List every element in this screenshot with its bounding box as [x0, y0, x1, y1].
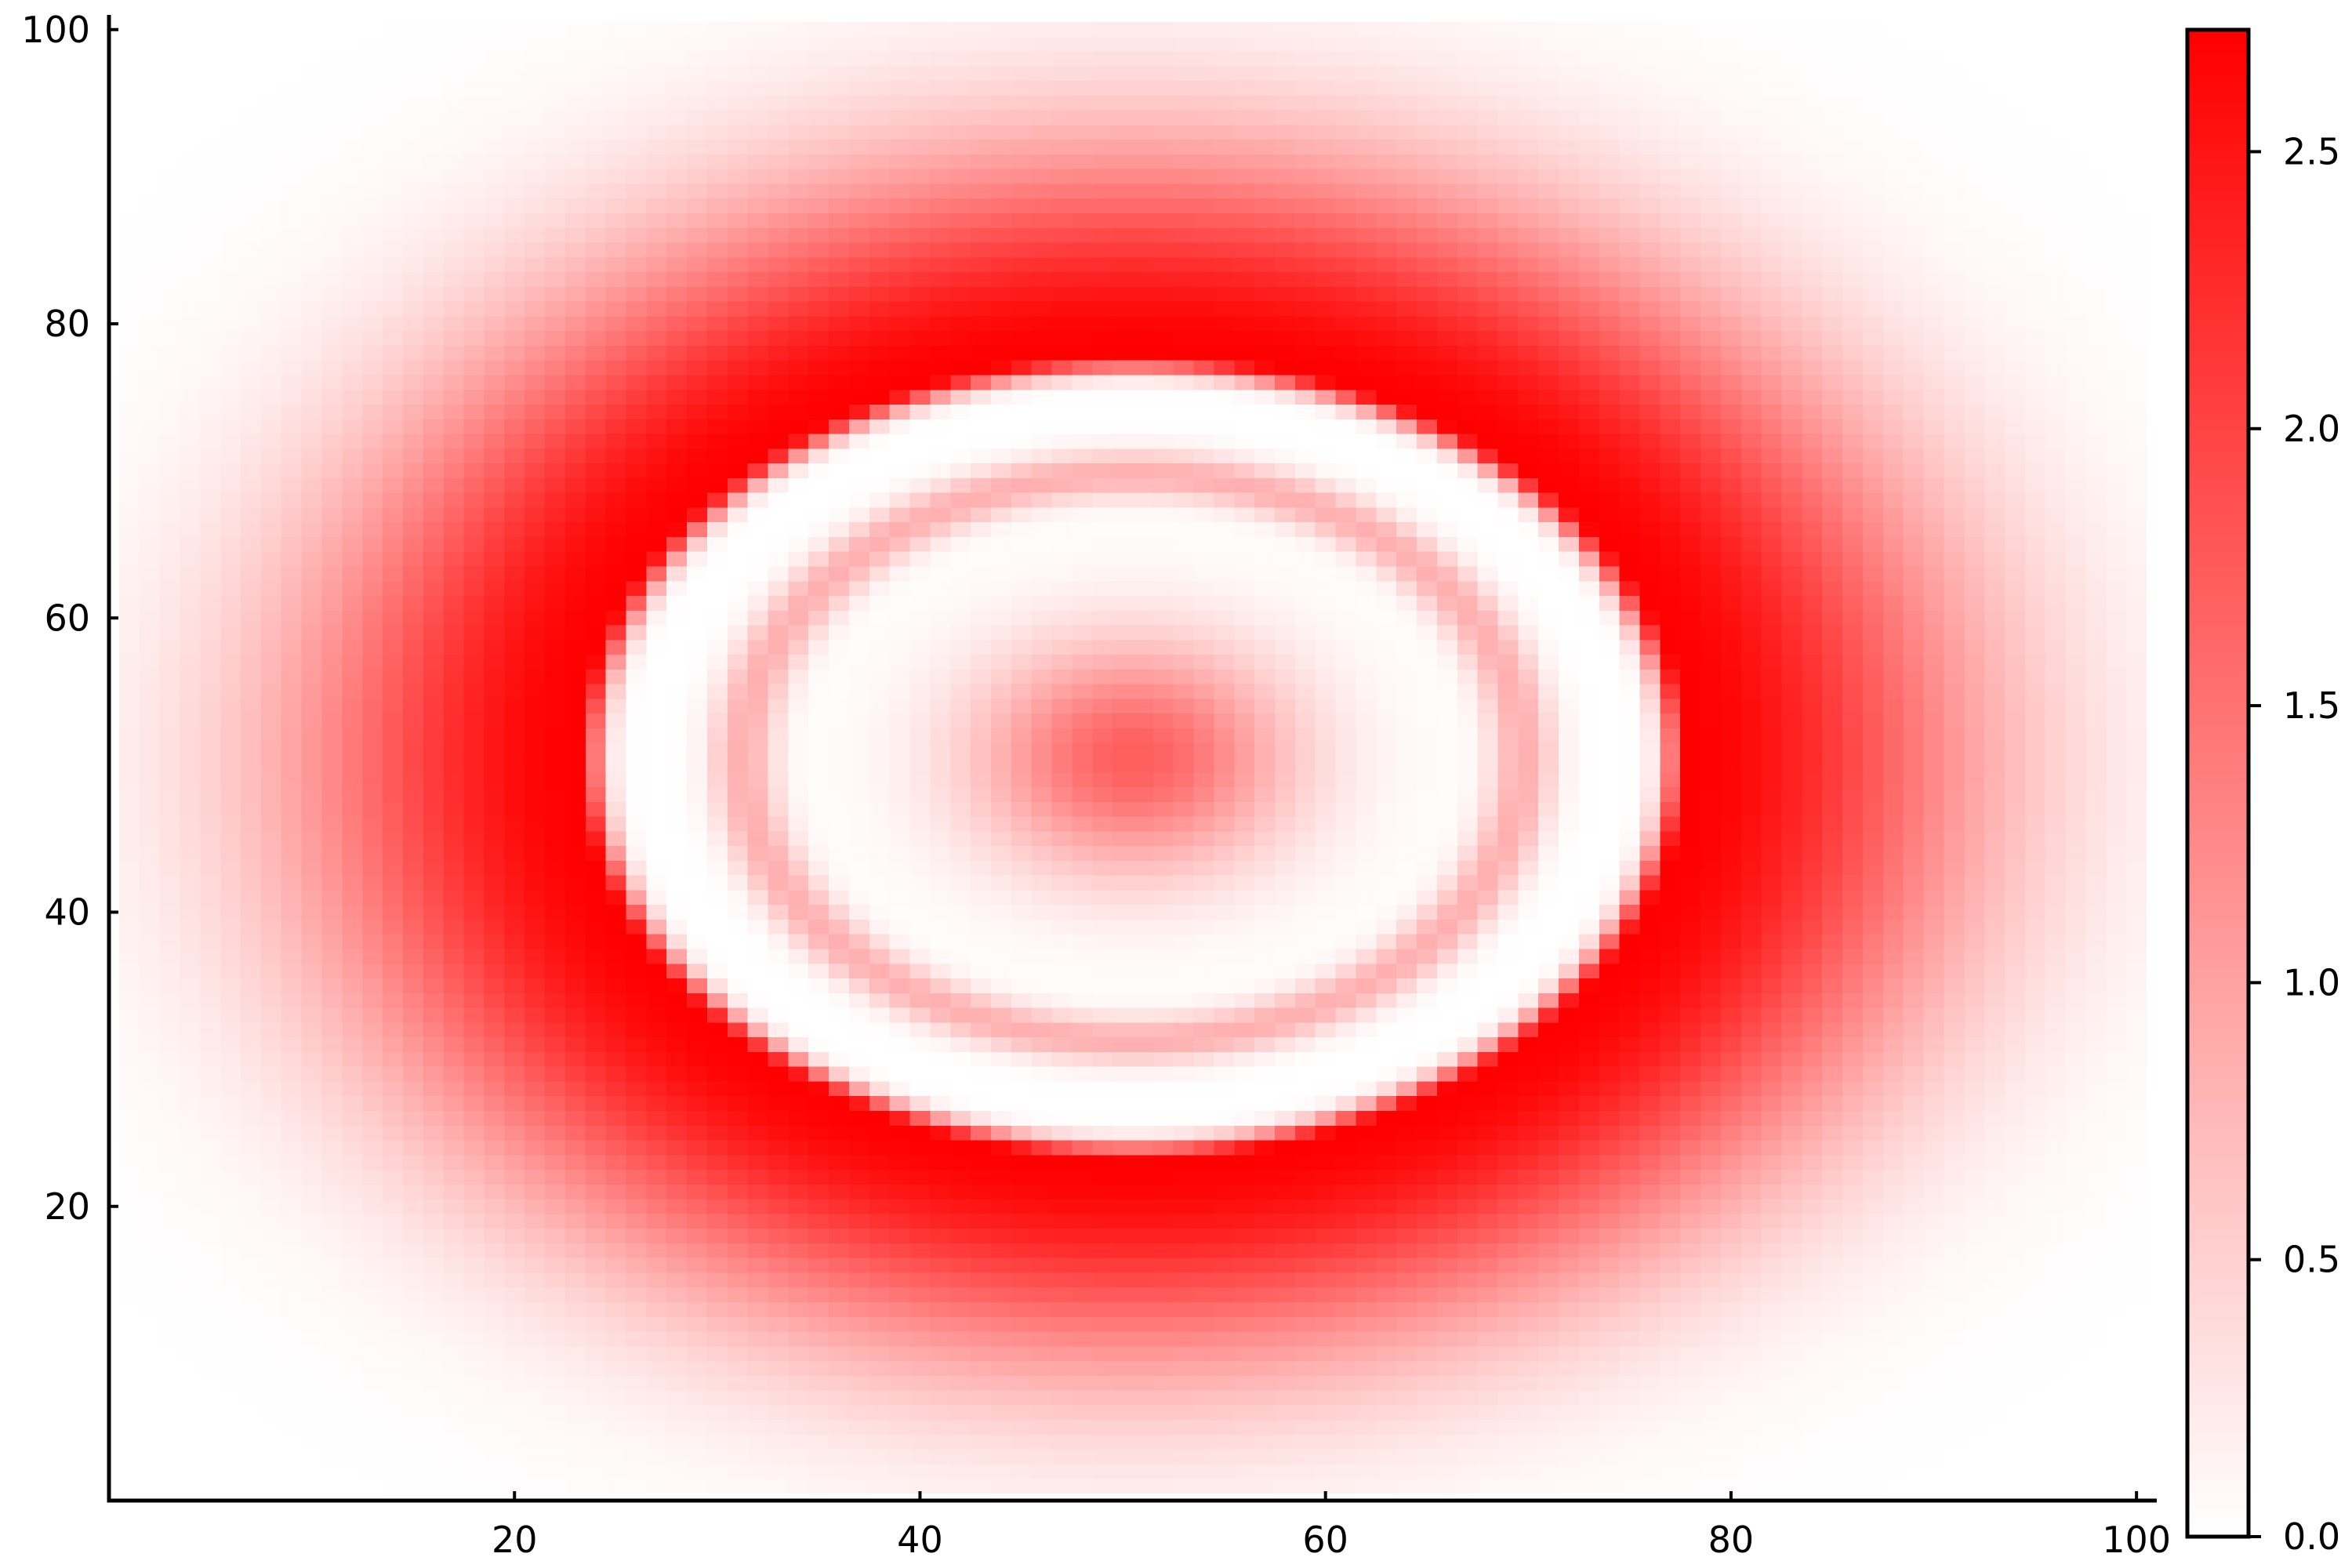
colorbar-tick-label: 1.0	[2283, 961, 2340, 1004]
colorbar-ticks: 0.0 0.5 1.0 1.5 2.0 2.5	[2185, 27, 2340, 1558]
y-tick-label: 20	[44, 1185, 90, 1228]
colorbar-tick-label: 0.0	[2283, 1515, 2340, 1558]
axis-lines	[107, 15, 2157, 1503]
x-tick-label: 100	[2102, 1519, 2171, 1561]
y-axis-ticks: 20 40 60 80 100	[21, 9, 118, 1228]
colorbar-frame	[2185, 27, 2251, 1539]
x-tick-label: 80	[1708, 1519, 1755, 1561]
x-tick-label: 60	[1302, 1519, 1348, 1561]
colorbar-tick-label: 1.5	[2283, 684, 2340, 727]
colorbar-tick-label: 2.0	[2283, 408, 2340, 450]
heatmap-image	[118, 22, 2147, 1494]
y-tick-label: 100	[21, 9, 90, 51]
x-tick-label: 20	[492, 1519, 538, 1561]
y-tick-label: 40	[44, 891, 90, 934]
colorbar-tick-label: 2.5	[2283, 130, 2340, 172]
y-tick-label: 80	[44, 303, 90, 345]
y-tick-label: 60	[44, 597, 90, 639]
colorbar-gradient	[2187, 30, 2249, 1537]
colorbar-tick-label: 0.5	[2283, 1239, 2340, 1281]
x-tick-label: 40	[897, 1519, 943, 1561]
x-axis-ticks: 20 40 60 80 100	[492, 1491, 2171, 1561]
